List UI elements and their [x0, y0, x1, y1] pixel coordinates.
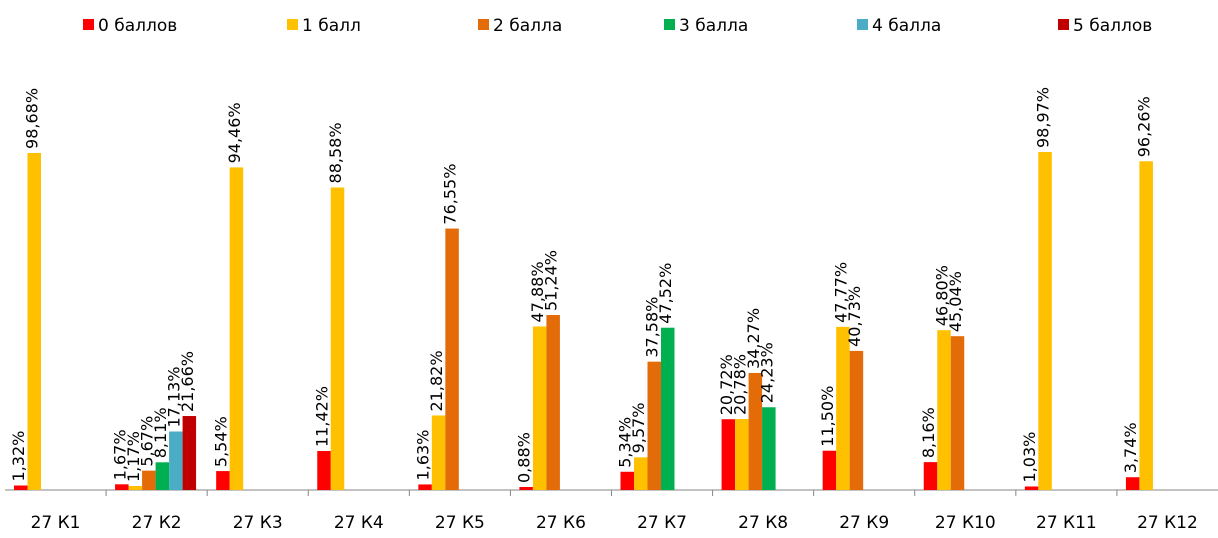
- bar: [418, 484, 432, 490]
- x-tick-label: 27 К2: [132, 513, 182, 533]
- value-label: 46,80%: [933, 265, 952, 326]
- bar: [735, 419, 749, 490]
- value-label: 8,11%: [151, 407, 170, 458]
- x-tick-label: 27 К4: [334, 513, 384, 533]
- value-label: 47,52%: [656, 263, 675, 324]
- x-tick-label: 27 К3: [233, 513, 283, 533]
- x-tick-label: 27 К7: [637, 513, 687, 533]
- legend-swatch: [857, 19, 868, 30]
- bar: [836, 326, 850, 490]
- bar: [1024, 486, 1039, 490]
- value-label: 11,42%: [313, 386, 332, 447]
- legend-label: 5 баллов: [1073, 16, 1152, 36]
- bar: [27, 152, 41, 490]
- x-tick-label: 27 К1: [31, 513, 81, 533]
- bar: [923, 462, 938, 490]
- value-label: 51,24%: [542, 250, 561, 311]
- bar: [620, 471, 634, 490]
- value-label: 24,23%: [757, 342, 776, 403]
- value-label: 47,88%: [528, 261, 547, 322]
- bar: [950, 336, 965, 490]
- bar: [1038, 152, 1052, 490]
- x-tick-label: 27 К8: [738, 513, 788, 533]
- value-label: 5,54%: [211, 416, 230, 467]
- value-label: 17,13%: [164, 366, 183, 427]
- legend-label: 0 баллов: [98, 16, 177, 36]
- bar: [155, 462, 170, 490]
- bar: [115, 484, 129, 490]
- value-label: 20,78%: [730, 354, 749, 415]
- x-tick-label: 27 К9: [839, 513, 889, 533]
- legend-label: 3 балла: [679, 16, 748, 36]
- bar: [1139, 161, 1153, 490]
- bar: [14, 485, 28, 490]
- value-label: 34,27%: [744, 308, 763, 369]
- x-tick-label: 27 К10: [935, 513, 996, 533]
- bar: [431, 415, 446, 490]
- bar: [822, 450, 837, 490]
- bar: [317, 450, 331, 490]
- value-label: 8,16%: [919, 407, 938, 458]
- value-label: 5,67%: [137, 416, 156, 467]
- bar: [647, 361, 661, 490]
- bar: [937, 330, 951, 490]
- bar: [445, 228, 459, 491]
- value-label: 21,82%: [427, 350, 446, 411]
- value-label: 45,04%: [946, 271, 965, 332]
- bar: [762, 407, 776, 490]
- legend-swatch: [287, 19, 298, 30]
- bar: [142, 470, 156, 490]
- bar: [661, 327, 675, 490]
- value-label: 5,34%: [616, 417, 635, 468]
- bar: [546, 315, 560, 490]
- value-label: 88,58%: [326, 122, 345, 183]
- value-label: 0,88%: [515, 432, 534, 483]
- legend-label: 2 балла: [493, 16, 562, 36]
- bar: [849, 350, 864, 490]
- value-label: 20,72%: [717, 354, 736, 415]
- value-label: 98,97%: [1034, 87, 1053, 148]
- legend-swatch: [478, 19, 489, 30]
- value-label: 96,26%: [1135, 96, 1154, 157]
- bar: [634, 457, 648, 490]
- legend-label: 4 балла: [872, 16, 941, 36]
- value-label: 21,66%: [178, 351, 197, 412]
- value-label: 9,57%: [629, 402, 648, 453]
- bar: [519, 486, 533, 490]
- value-label: 1,67%: [110, 429, 129, 480]
- legend-swatch: [1058, 19, 1069, 30]
- value-label: 94,46%: [225, 102, 244, 163]
- x-tick-label: 27 К11: [1036, 513, 1097, 533]
- bar: [216, 471, 230, 490]
- x-tick-label: 27 К6: [536, 513, 586, 533]
- bar: [748, 372, 763, 490]
- value-label: 47,77%: [831, 262, 850, 323]
- value-label: 1,32%: [9, 431, 28, 482]
- x-tick-label: 27 К5: [435, 513, 485, 533]
- value-label: 11,50%: [818, 386, 837, 447]
- legend-swatch: [664, 19, 675, 30]
- x-tick-label: 27 К12: [1137, 513, 1198, 533]
- value-label: 1,63%: [414, 430, 433, 481]
- value-label: 37,58%: [643, 297, 662, 358]
- bar: [532, 326, 547, 490]
- bar: [128, 486, 143, 490]
- value-label: 3,74%: [1121, 422, 1140, 473]
- bar: [721, 419, 736, 490]
- bar: [330, 187, 345, 490]
- legend-swatch: [83, 19, 94, 30]
- legend-label: 1 балл: [302, 16, 361, 36]
- bar: [229, 167, 244, 490]
- value-label: 1,03%: [1020, 432, 1039, 483]
- value-label: 98,68%: [23, 88, 42, 149]
- value-label: 1,17%: [124, 431, 143, 482]
- bar: [1125, 477, 1140, 490]
- value-label: 40,73%: [845, 286, 864, 347]
- bar: [169, 431, 183, 490]
- value-label: 76,55%: [441, 164, 460, 225]
- bar: [182, 416, 197, 490]
